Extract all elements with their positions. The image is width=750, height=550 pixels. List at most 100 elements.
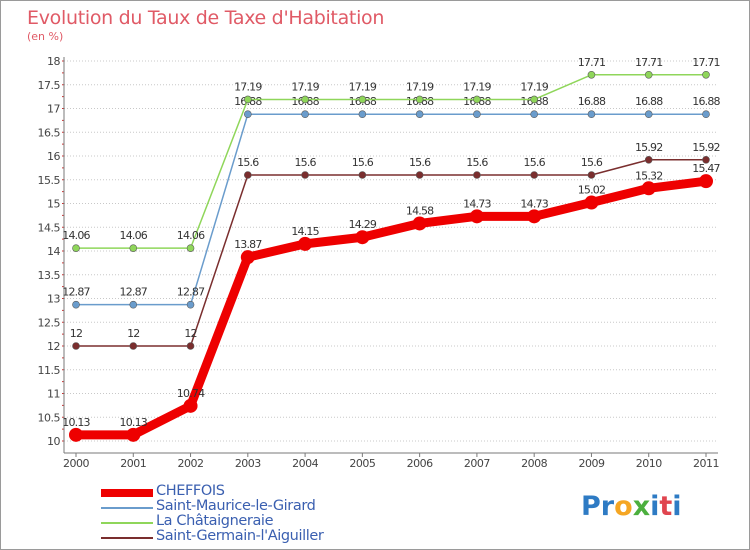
- data-point: [644, 156, 653, 164]
- series-line: [75, 74, 707, 249]
- data-point: [244, 95, 252, 104]
- data-point: [244, 171, 252, 179]
- y-tick-label: 10.5: [38, 411, 61, 424]
- x-tick-label: 2000: [63, 457, 89, 470]
- data-point: [641, 181, 656, 196]
- data-point: [129, 300, 138, 309]
- data-point: [702, 156, 710, 164]
- x-tick-label: 2011: [693, 457, 719, 470]
- legend-label: Saint-Germain-l'Aiguiller: [156, 528, 324, 544]
- data-label: 17.71: [635, 56, 663, 69]
- y-tick-label: 17: [47, 103, 60, 116]
- data-label: 15.6: [409, 156, 431, 169]
- series-saint-germain-l-aiguiller: 12 12 12 15.6 15.6 15.6 15.6 15.6 15.6 15.6 15.92 1…: [70, 141, 721, 350]
- data-point: [587, 110, 596, 118]
- legend-swatch: [101, 522, 153, 524]
- data-label: 15.6: [524, 156, 546, 169]
- data-label: 12.87: [177, 286, 205, 299]
- logo-letter: x: [632, 491, 651, 522]
- y-tick-label: 10: [47, 435, 60, 448]
- data-label: 14.29: [349, 218, 377, 231]
- x-tick-label: 2006: [407, 457, 433, 470]
- data-point: [186, 300, 195, 309]
- y-tick-label: 11.5: [38, 364, 61, 377]
- logo-letter: i: [650, 491, 660, 522]
- data-point: [473, 95, 481, 104]
- data-label: 14.06: [177, 229, 205, 242]
- logo-letter: o: [614, 491, 633, 522]
- chart-title: Evolution du Taux de Taxe d'Habitation: [27, 7, 385, 29]
- data-label: 15.32: [635, 169, 663, 182]
- data-label: 17.19: [406, 80, 434, 93]
- data-point: [186, 244, 195, 252]
- x-tick-label: 2003: [235, 457, 261, 470]
- data-point: [702, 110, 710, 118]
- data-point: [358, 171, 367, 179]
- series-saint-maurice-le-girard: 12.8712.8712.8716.8816.8816.8816.8816.88…: [62, 95, 721, 309]
- series-line: [75, 113, 707, 306]
- data-point: [126, 427, 141, 442]
- data-point: [527, 209, 542, 224]
- data-point: [415, 171, 424, 179]
- data-label: 15.92: [692, 141, 720, 154]
- data-label: 10.13: [62, 416, 90, 429]
- data-label: 12: [127, 327, 139, 340]
- proxiti-logo: Proxiti: [581, 491, 682, 522]
- series-cheffois: 10.13 10.13 10.74 13.87 14.15 14.29 14.58 14.73…: [62, 162, 721, 442]
- data-point: [244, 110, 252, 118]
- data-label: 12.87: [120, 286, 148, 299]
- logo-letter: i: [672, 491, 682, 522]
- data-label: 14.73: [520, 197, 548, 210]
- legend-item: Saint-Germain-l'Aiguiller: [101, 528, 401, 545]
- data-label: 12: [184, 327, 196, 340]
- data-label: 15.92: [635, 141, 663, 154]
- data-label: 15.6: [352, 156, 374, 169]
- data-point: [358, 110, 367, 118]
- data-label: 14.06: [120, 229, 148, 242]
- data-label: 16.88: [635, 95, 663, 108]
- series-line: [71, 176, 711, 440]
- y-tick-label: 14: [47, 245, 60, 258]
- data-point: [415, 110, 424, 118]
- data-point: [644, 110, 653, 118]
- y-tick-label: 16.5: [38, 126, 61, 139]
- data-point: [298, 236, 313, 251]
- data-label: 17.19: [463, 80, 491, 93]
- data-point: [469, 209, 484, 224]
- x-tick-label: 2008: [521, 457, 547, 470]
- data-label: 16.88: [578, 95, 606, 108]
- data-point: [129, 342, 138, 350]
- data-point: [584, 195, 599, 210]
- y-tick-label: 16: [47, 150, 60, 163]
- data-label: 17.19: [349, 80, 377, 93]
- y-tick-label: 15: [47, 198, 60, 211]
- logo-letter: t: [659, 491, 673, 522]
- legend-item: La Châtaigneraie: [101, 513, 401, 530]
- data-label: 14.58: [406, 204, 434, 217]
- data-label: 17.71: [692, 56, 720, 69]
- data-point: [587, 70, 596, 79]
- data-label: 12.87: [62, 286, 90, 299]
- data-point: [72, 300, 80, 309]
- data-label: 13.87: [234, 238, 262, 251]
- data-point: [587, 171, 596, 179]
- y-tick-label: 11: [47, 388, 60, 401]
- data-label: 17.19: [291, 80, 319, 93]
- data-point: [530, 110, 538, 118]
- data-point: [240, 250, 255, 265]
- data-point: [183, 398, 198, 413]
- data-label: 10.13: [120, 416, 148, 429]
- legend-item: CHEFFOIS: [101, 483, 401, 500]
- data-point: [72, 244, 80, 252]
- y-tick-label: 13.5: [38, 269, 61, 282]
- data-point: [69, 427, 83, 442]
- data-label: 15.6: [237, 156, 259, 169]
- y-tick-label: 13: [47, 293, 60, 306]
- data-label: 14.06: [62, 229, 90, 242]
- data-label: 15.6: [466, 156, 488, 169]
- data-point: [301, 110, 309, 118]
- legend-item: Saint-Maurice-le-Girard: [101, 498, 401, 515]
- logo-letter: P: [581, 491, 601, 522]
